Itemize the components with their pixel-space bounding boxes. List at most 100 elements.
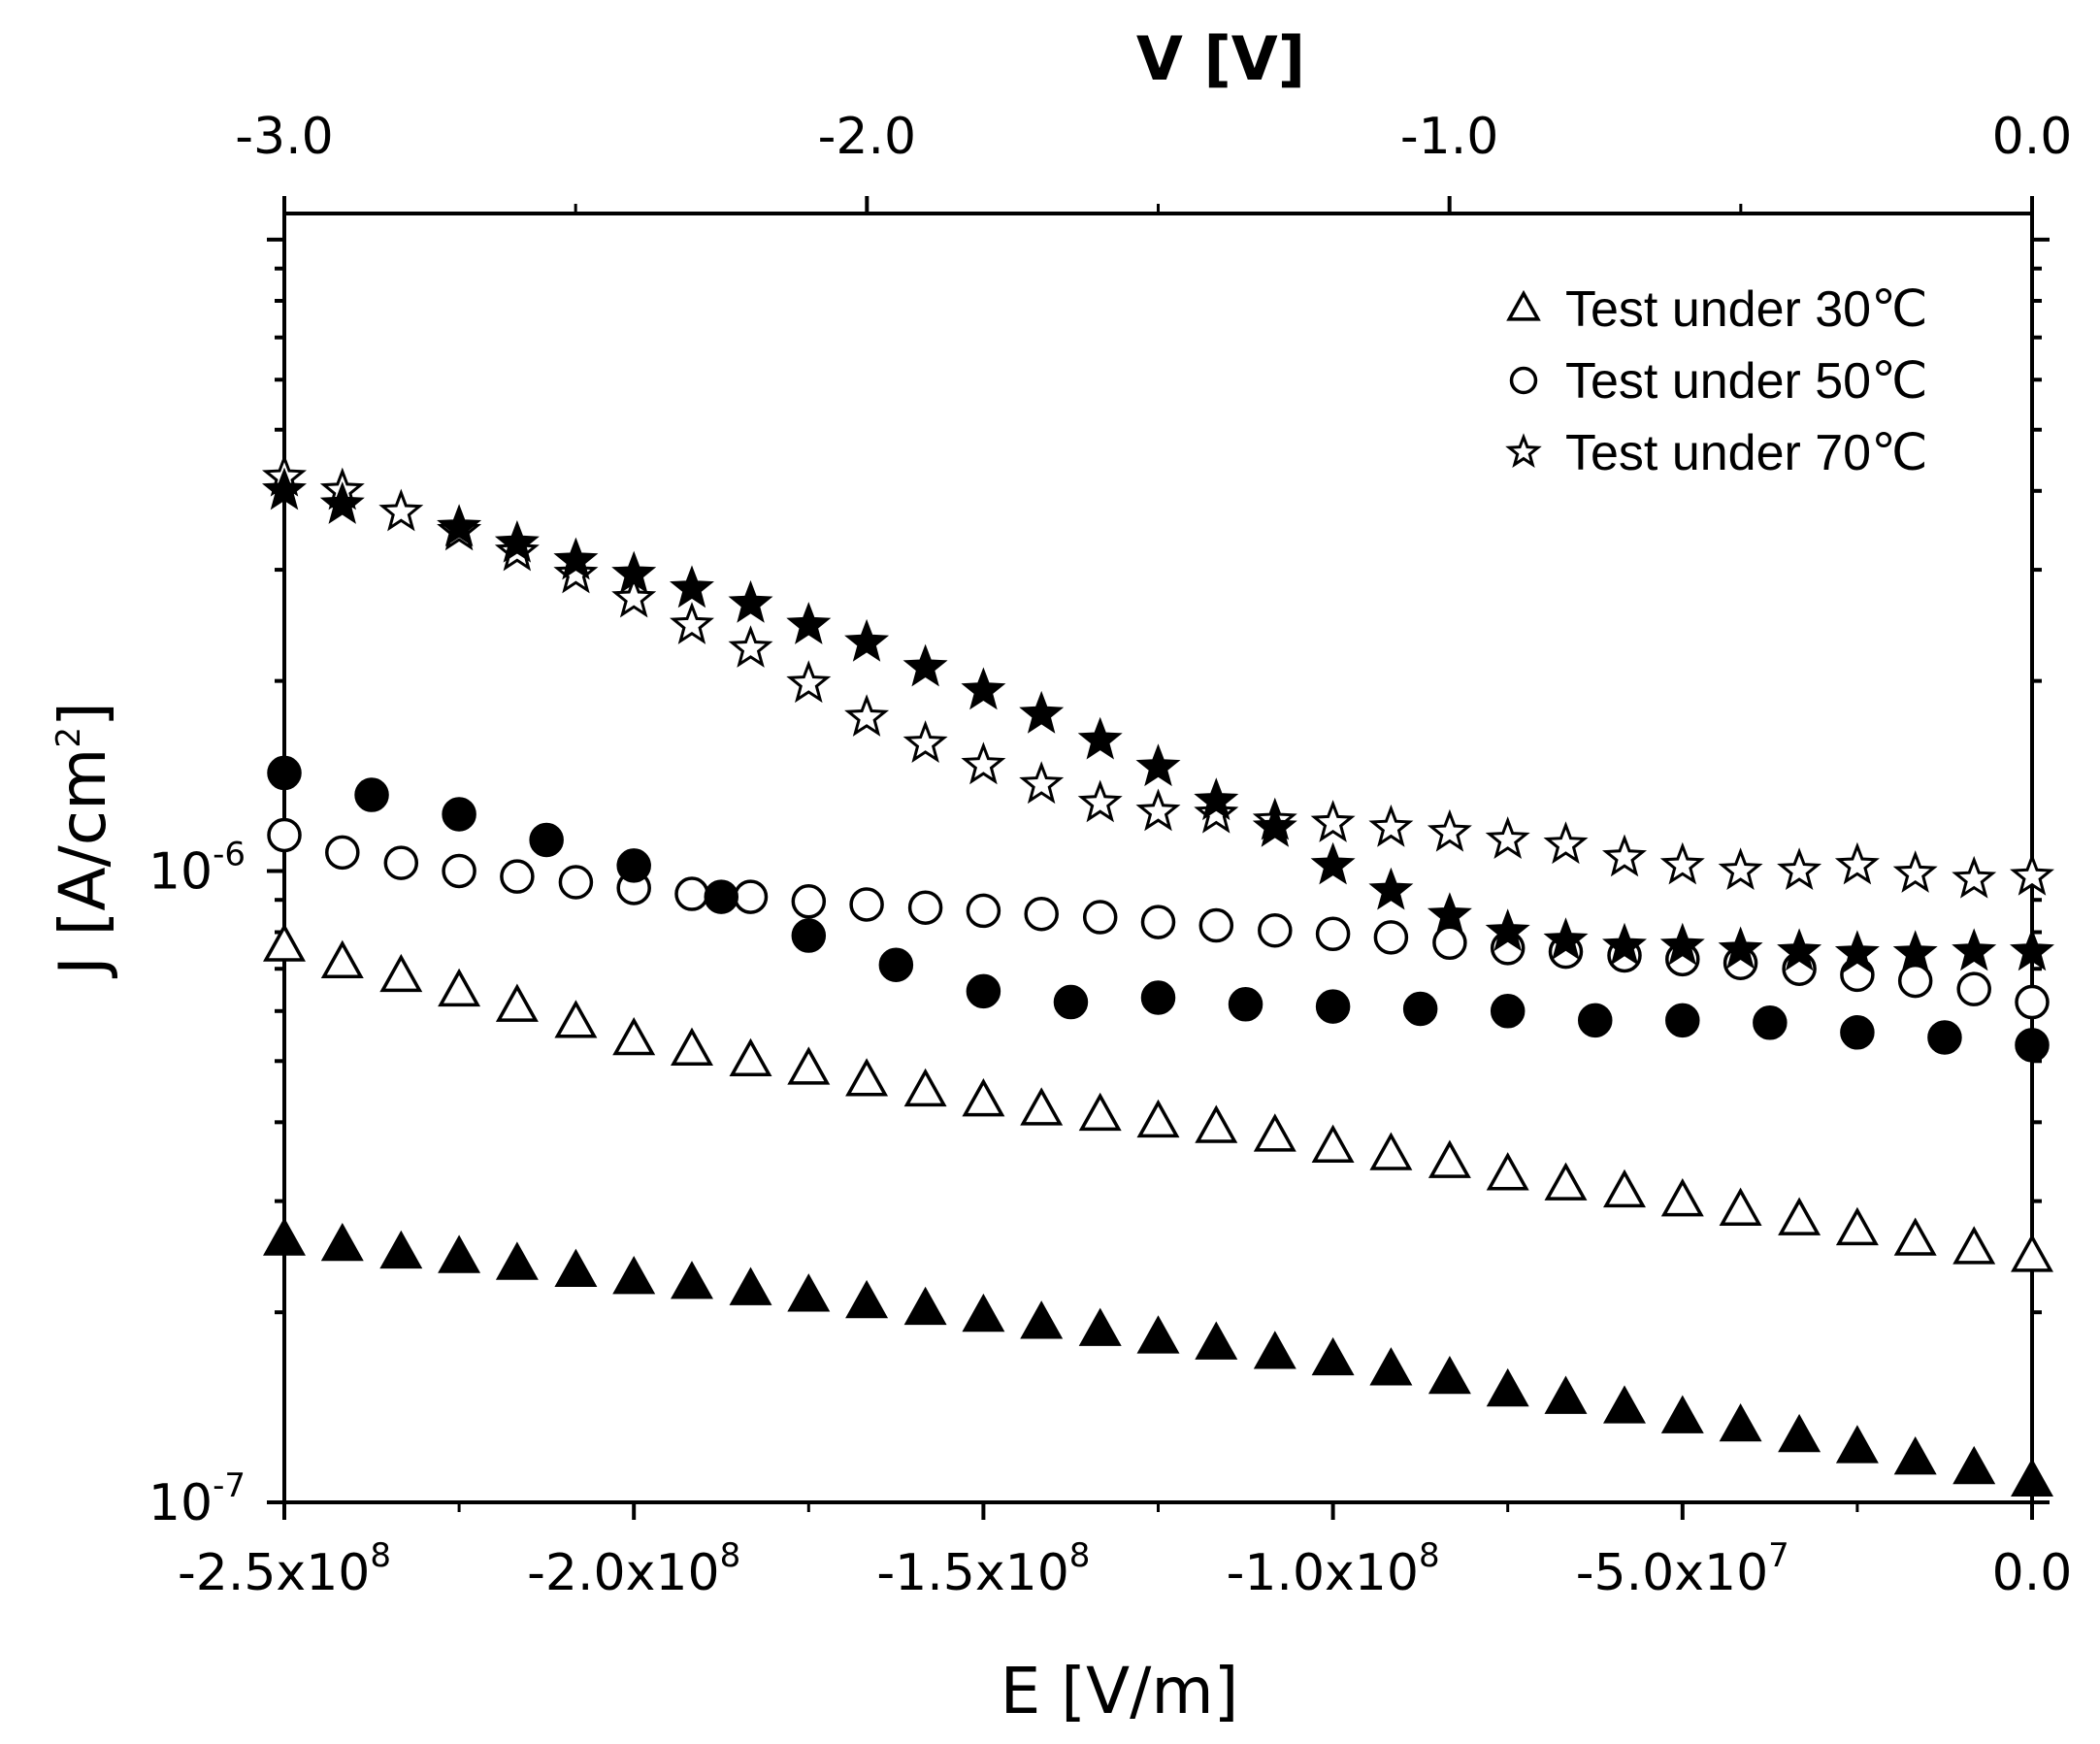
data-point-star [319,481,365,524]
data-point-star [1368,867,1414,910]
data-point-circle [966,893,1001,929]
data-point-triangle [2011,1458,2053,1497]
y-tick-label: 10-7 [148,1466,246,1532]
data-point-triangle [1369,1132,1413,1170]
data-point-circle [267,817,302,853]
data-point-star [1892,930,1938,973]
data-point-triangle [438,968,481,1007]
data-point-star [437,504,482,547]
top-tick-label: -1.0 [1400,108,1498,166]
data-point-star [1659,841,1705,885]
data-point-triangle [1952,1226,1996,1265]
data-point-star [1077,779,1123,823]
data-point-triangle [787,1273,831,1312]
data-point-circle [1402,991,1438,1027]
data-point-triangle [671,1261,713,1300]
data-point-triangle [612,1256,656,1295]
data-point-circle [1490,994,1526,1029]
data-point-triangle [1603,1168,1646,1208]
data-point-circle [733,879,769,914]
data-point-star [669,602,715,644]
data-point-triangle [1195,1321,1238,1360]
data-point-star [1310,800,1356,842]
data-point-circle [442,797,476,832]
data-point-circle [1665,1003,1700,1038]
data-point-star [1077,716,1123,760]
data-point-triangle [1369,1347,1413,1386]
data-point-star [902,643,948,687]
y-tick-label: 10-6 [148,835,246,901]
data-point-star [1718,847,1763,890]
data-point-star [1543,917,1589,961]
legend-star-icon [1505,433,1542,469]
data-point-star [261,467,308,510]
data-point-circle [325,835,360,871]
data-point-circle [442,853,476,889]
data-point-circle [1024,896,1059,932]
data-point-circle [1840,1015,1875,1050]
data-point-triangle [1660,1395,1704,1433]
data-point-triangle [1078,1092,1122,1132]
data-point-star [494,519,540,563]
data-point-triangle [2011,1234,2053,1272]
axis-titles: E [V/m] V [V] J [A/cm2] [46,23,1305,1728]
data-point-triangle [1020,1300,1064,1339]
data-point-star [1135,788,1181,832]
series-star-filled [261,467,2055,973]
data-point-star [611,575,657,618]
data-point-triangle [1020,1087,1064,1126]
data-point-star [1892,850,1938,893]
data-point-triangle [1835,1425,1879,1464]
data-point-circle [1927,1020,1962,1055]
data-point-circle [2015,984,2050,1020]
series-triangle-filled [263,1217,2053,1497]
data-point-circle [1753,1005,1788,1040]
data-point-circle [267,755,302,791]
data-point-triangle [1427,1139,1471,1178]
data-point-circle [1956,971,1991,1006]
data-point-circle [1315,916,1351,952]
data-point-triangle [1253,1113,1296,1152]
data-point-star [728,625,773,668]
data-point-triangle [1544,1162,1588,1201]
data-point-triangle [1078,1307,1122,1346]
data-point-star [611,550,657,594]
data-point-circle [1578,1003,1613,1038]
data-point-triangle [1719,1187,1762,1226]
data-point-triangle [845,1279,889,1319]
data-point-star [1368,804,1414,847]
data-point-triangle [903,1068,947,1107]
data-point-circle [1258,912,1293,948]
x-axis-title: E [V/m] [1001,1654,1239,1728]
data-point-triangle [1835,1206,1879,1246]
data-point-triangle [845,1058,889,1097]
data-point-circle [1228,987,1263,1022]
data-point-star [1485,908,1530,952]
data-point-triangle [379,1230,423,1269]
data-point-circle [1198,907,1234,943]
tick-labels: -2.5x108 -2.0x108 -1.5x108 -1.0x108 -5.0x107… [148,108,2072,1602]
data-point-circle [878,947,914,982]
data-point-triangle [438,1234,481,1273]
data-point-circle [500,859,535,894]
data-point-star [961,741,1006,785]
x-tick-label: -5.0x107 [1576,1536,1789,1602]
legend-circle-icon [1509,366,1538,395]
data-point-triangle [729,1037,772,1077]
data-point-star [786,660,832,704]
data-point-star [1427,808,1472,852]
data-point-triangle [1660,1178,1704,1217]
data-point-star [378,488,424,532]
x-tick-label: -2.5x108 [178,1536,391,1602]
data-point-triangle [1136,1315,1180,1354]
data-point-triangle [1778,1197,1821,1235]
data-point-triangle [1778,1413,1821,1453]
data-point-star [1834,930,1880,973]
data-point-circle [2015,1028,2050,1063]
data-point-triangle [1486,1367,1529,1407]
data-point-star [1310,841,1356,885]
data-point-triangle [1893,1436,1937,1475]
data-point-star [786,602,832,644]
data-point-circle [674,876,709,911]
data-point-circle [1432,925,1467,961]
